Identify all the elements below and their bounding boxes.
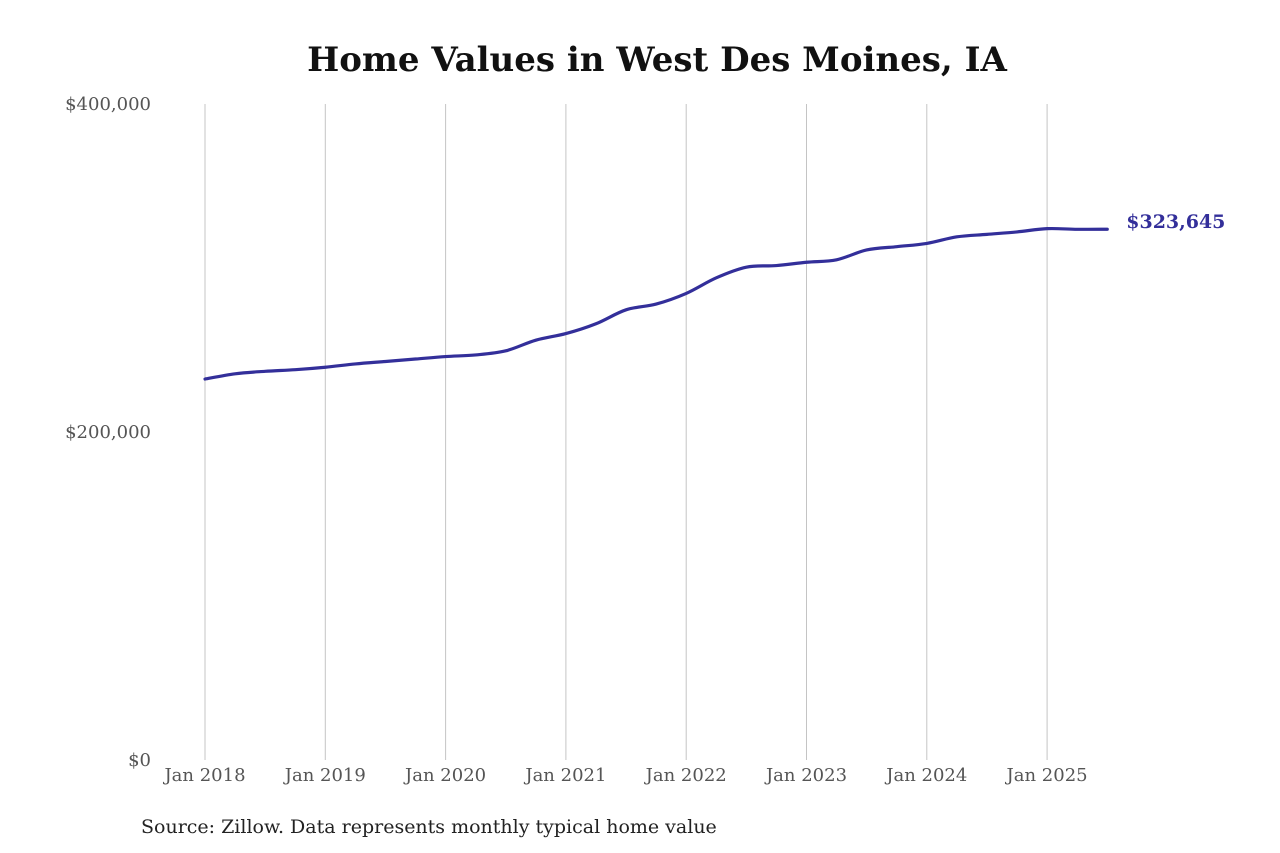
x-tick-label: Jan 2025 (1005, 765, 1088, 786)
series-line (203, 226, 1109, 381)
x-tick-label: Jan 2023 (764, 765, 847, 786)
x-tick-label: Jan 2021 (523, 765, 606, 786)
x-tick-label: Jan 2024 (884, 765, 967, 786)
x-tick-label: Jan 2022 (644, 765, 727, 786)
y-tick-label: $0 (128, 750, 151, 771)
x-tick-label: Jan 2018 (162, 765, 245, 786)
y-tick-label: $400,000 (65, 94, 151, 115)
x-tick-label: Jan 2019 (283, 765, 366, 786)
source-note: Source: Zillow. Data represents monthly … (141, 816, 717, 838)
y-tick-label: $200,000 (65, 422, 151, 443)
chart-title: Home Values in West Des Moines, IA (307, 40, 1007, 80)
x-tick-label: Jan 2020 (403, 765, 486, 786)
end-value-label: $323,645 (1126, 211, 1225, 233)
